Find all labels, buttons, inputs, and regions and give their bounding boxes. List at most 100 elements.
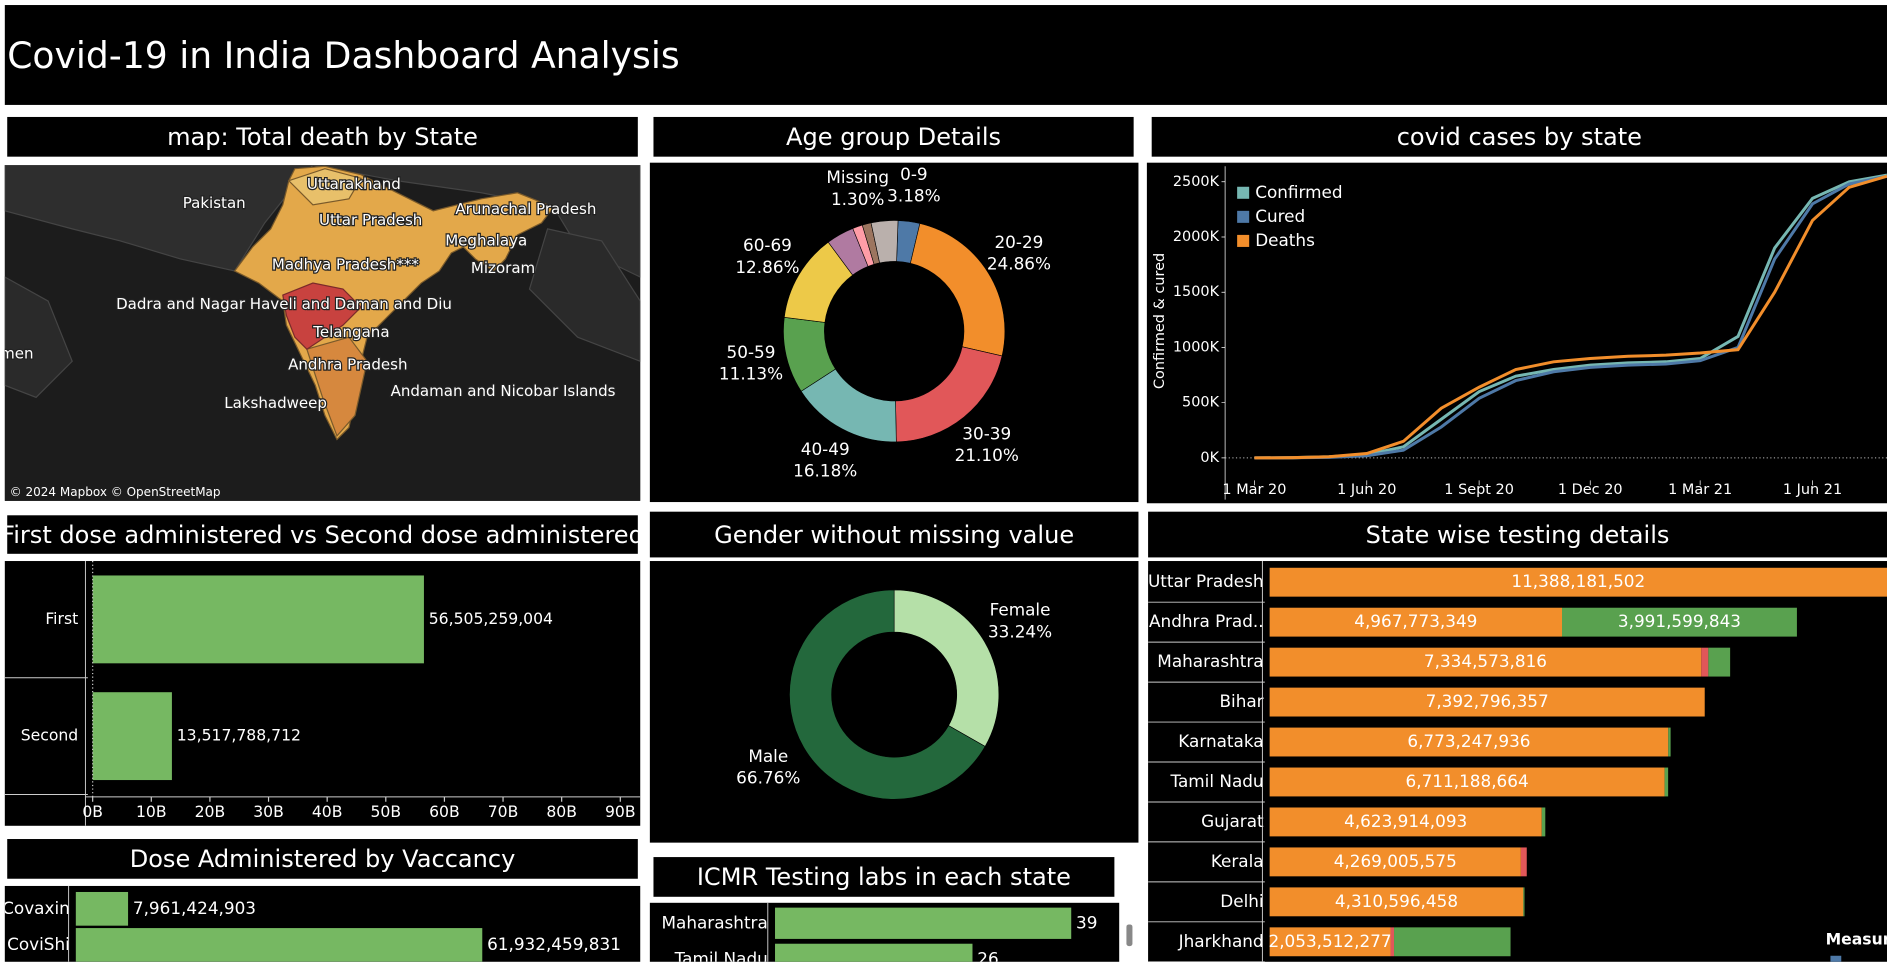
y-tick-label: 500K — [1182, 395, 1220, 411]
bar-segment — [1708, 647, 1731, 677]
bar-value: 7,334,573,816 — [1424, 651, 1547, 671]
state-north — [287, 168, 362, 206]
map-label: Uttar Pradesh — [319, 211, 422, 229]
panel-title: Age group Details — [786, 123, 1001, 151]
map-attribution: © 2024 Mapbox © OpenStreetMap — [10, 485, 221, 499]
bar-value: 6,711,188,664 — [1406, 771, 1529, 791]
slice-value: 24.86% — [987, 254, 1051, 274]
bar-segment — [1541, 807, 1546, 837]
bar-segment — [1269, 767, 1665, 797]
category-label: Delhi — [1220, 891, 1263, 911]
panel: Maharashtra 39 Tamil Nadu 26 — [661, 902, 1097, 962]
map-land — [4, 276, 73, 399]
slice-value: 11.13% — [719, 364, 783, 384]
panel-header — [649, 511, 1139, 558]
bar-segment — [1269, 807, 1542, 837]
category-label: Jharkhand — [1178, 931, 1264, 951]
map-label: Mizoram — [471, 259, 535, 277]
legend-swatch — [1237, 186, 1250, 199]
panel-header — [7, 839, 638, 879]
bar — [75, 928, 483, 962]
bar-segment — [1269, 727, 1669, 757]
panel-header — [653, 116, 1134, 157]
bar-segment — [1701, 647, 1709, 677]
x-tick-label: 1 Mar 21 — [1668, 482, 1732, 498]
map-label: Uttarakhand — [307, 175, 401, 193]
panel: Uttar Pradesh 11,388,181,502 Andhra Prad..… — [1148, 561, 1887, 962]
map-label: Andaman and Nicobar Islands — [391, 382, 616, 400]
panel-header — [7, 116, 638, 157]
bar-segment — [1269, 607, 1563, 637]
panel-header — [1151, 116, 1887, 157]
series-line — [1254, 174, 1887, 460]
slice-label: 50-59 — [727, 342, 776, 362]
panel-background — [649, 162, 1139, 503]
bar — [775, 943, 973, 962]
category-label: Maharashtra — [1157, 651, 1263, 671]
map-label: Pakistan — [183, 194, 246, 212]
slice-label: 40-49 — [801, 439, 850, 459]
bar-segment — [1269, 567, 1887, 597]
bar-segment — [1269, 687, 1705, 717]
y-tick-label: 0K — [1200, 450, 1219, 466]
bar-value: 4,967,773,349 — [1354, 611, 1477, 631]
bar-value: 2,053,512,277 — [1268, 931, 1391, 951]
slice-label: Missing — [826, 167, 889, 187]
scrollbar-thumb — [1126, 924, 1133, 947]
bar-value: 4,269,005,575 — [1334, 851, 1457, 871]
map-land — [528, 228, 641, 362]
category-label: Uttar Pradesh — [1148, 571, 1264, 591]
map-label: Madhya Pradesh*** — [272, 255, 420, 273]
slice-label: 0-9 — [900, 164, 927, 184]
slice-value: 33.24% — [988, 621, 1052, 641]
legend-swatch — [1237, 210, 1250, 223]
slice-value: 3.18% — [887, 186, 940, 206]
bar — [92, 575, 424, 664]
slice-label: Female — [990, 600, 1051, 620]
bar-value: 26 — [977, 948, 998, 962]
bar-segment — [1269, 887, 1524, 917]
panel-title: covid cases by state — [1397, 123, 1642, 151]
x-tick-label: 10B — [136, 802, 167, 821]
category-label: Tamil Nadu — [1169, 771, 1263, 791]
bar-value: 61,932,459,831 — [487, 934, 621, 954]
bar-segment — [1562, 607, 1797, 637]
donut-slice — [893, 589, 1000, 747]
category-label: Gujarat — [1201, 811, 1264, 831]
category-label: Maharashtra — [661, 912, 767, 932]
panel-header — [7, 515, 638, 554]
panel-title: First dose administered vs Second dose a… — [1, 521, 644, 549]
dashboard-title: Covid-19 in India Dashboard Analysis — [7, 34, 679, 77]
legend-swatch — [1237, 234, 1250, 247]
state-south — [306, 336, 368, 438]
category-label: Kerala — [1211, 851, 1264, 871]
category-label: Second — [21, 726, 79, 745]
category-label: First — [45, 609, 78, 628]
bar-value: 7,392,796,357 — [1426, 691, 1549, 711]
panel: Uttarakhand Uttar Pradesh Arunachal Prades… — [4, 165, 641, 501]
legend-label: Deaths — [1255, 230, 1315, 250]
panel-title: State wise testing details — [1366, 521, 1670, 549]
slice-value: 16.18% — [793, 461, 857, 481]
x-tick-label: 90B — [605, 802, 636, 821]
map-land — [312, 165, 641, 278]
map-label: Andhra Pradesh — [288, 355, 407, 373]
x-tick-label: 1 Jun 21 — [1783, 482, 1842, 498]
x-tick-label: 0B — [82, 802, 103, 821]
y-tick-label: 2000K — [1173, 229, 1220, 245]
bar-segment — [1390, 927, 1395, 957]
donut-slice — [789, 589, 986, 800]
map-label: Telangana — [312, 323, 389, 341]
bar-value: 3,991,599,843 — [1618, 611, 1741, 631]
panel-title: map: Total death by State — [167, 123, 478, 151]
map-label: Lakshadweep — [224, 394, 327, 412]
y-axis-title: Confirmed & cured — [1152, 253, 1168, 389]
map-label: Dadra and Nagar Haveli and Daman and Diu — [116, 295, 452, 313]
title-bar — [4, 5, 1887, 105]
y-tick-label: 2500K — [1173, 174, 1220, 190]
x-tick-label: 70B — [488, 802, 519, 821]
bar-value: 56,505,259,004 — [429, 609, 553, 628]
bar-value: 4,623,914,093 — [1344, 811, 1467, 831]
slice-value: 21.10% — [955, 445, 1019, 465]
